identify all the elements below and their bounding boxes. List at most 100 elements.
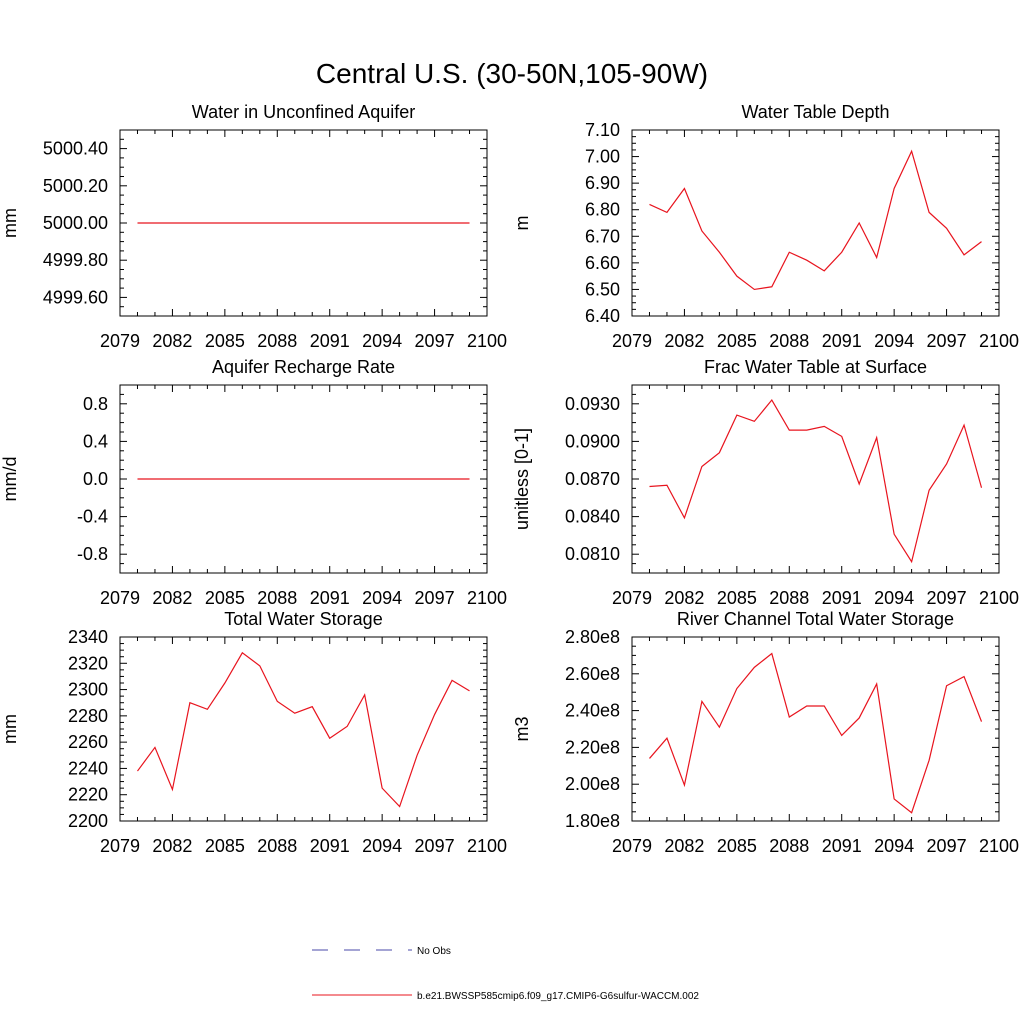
y-tick-label: 6.60 — [585, 253, 620, 273]
y-tick-label: 2340 — [68, 627, 108, 647]
x-tick-label: 2082 — [152, 836, 192, 856]
y-axis-label: mm — [0, 714, 20, 744]
plot-frame — [631, 636, 1000, 822]
y-tick-label: 0.0930 — [565, 394, 620, 414]
x-tick-label: 2082 — [152, 588, 192, 608]
x-tick-label: 2097 — [927, 836, 967, 856]
x-tick-label: 2100 — [979, 588, 1019, 608]
x-tick-label: 2094 — [874, 331, 914, 351]
x-tick-label: 2097 — [415, 588, 455, 608]
panel-1: Water in Unconfined Aquifer mm 2079 2082 208… — [0, 102, 507, 351]
x-tick-label: 2091 — [822, 588, 862, 608]
x-tick-label: 2100 — [467, 331, 507, 351]
x-tick-label: 2085 — [717, 331, 757, 351]
y-tick-label: -0.4 — [77, 507, 108, 527]
x-tick-label: 2088 — [257, 331, 297, 351]
y-tick-label: 5000.00 — [43, 213, 108, 233]
x-tick-label: 2079 — [612, 836, 652, 856]
panel-title: Water in Unconfined Aquifer — [192, 102, 415, 122]
x-tick-label: 2079 — [100, 836, 140, 856]
x-tick-label: 2094 — [362, 331, 402, 351]
x-tick-label: 2088 — [769, 588, 809, 608]
y-tick-label: 0.0810 — [565, 544, 620, 564]
x-tick-label: 2088 — [769, 836, 809, 856]
legend: No Obs b.e21.BWSSP585cmip6.f09_g17.CMIP6-… — [312, 946, 699, 1002]
series-line-1 — [649, 652, 983, 814]
panel-title: Water Table Depth — [741, 102, 889, 122]
x-tick-label: 2091 — [310, 331, 350, 351]
x-tick-label: 2079 — [612, 588, 652, 608]
y-tick-label: 2260 — [68, 732, 108, 752]
panel-title: Frac Water Table at Surface — [704, 357, 927, 377]
x-tick-label: 2094 — [362, 836, 402, 856]
x-tick-label: 2100 — [979, 836, 1019, 856]
panel-2: Water Table Depth m 2079 2082 2085 2088 2091 20… — [512, 102, 1019, 351]
x-tick-label: 2079 — [100, 331, 140, 351]
x-tick-label: 2094 — [362, 588, 402, 608]
legend-label-model: b.e21.BWSSP585cmip6.f09_g17.CMIP6-G6sulf… — [417, 991, 699, 1002]
y-axis-label: m3 — [512, 716, 532, 741]
y-tick-label: 2.40e8 — [565, 701, 620, 721]
x-tick-label: 2094 — [874, 588, 914, 608]
y-tick-label: 2300 — [68, 680, 108, 700]
y-tick-label: 2200 — [68, 811, 108, 831]
x-tick-label: 2079 — [612, 331, 652, 351]
y-tick-label: 2280 — [68, 706, 108, 726]
y-tick-label: 6.90 — [585, 173, 620, 193]
y-tick-label: 4999.80 — [43, 250, 108, 270]
plot-frame — [631, 384, 1000, 574]
y-tick-label: 0.0 — [83, 469, 108, 489]
x-tick-label: 2085 — [205, 331, 245, 351]
y-tick-label: 7.10 — [585, 120, 620, 140]
x-tick-label: 2097 — [927, 588, 967, 608]
x-tick-label: 2082 — [664, 836, 704, 856]
y-axis-label: mm — [0, 208, 20, 238]
x-tick-label: 2091 — [822, 331, 862, 351]
x-tick-label: 2088 — [769, 331, 809, 351]
y-tick-label: 2320 — [68, 653, 108, 673]
panel-title: Aquifer Recharge Rate — [212, 357, 395, 377]
x-tick-label: 2082 — [664, 588, 704, 608]
panel-4: Frac Water Table at Surface unitless [0-1… — [512, 357, 1019, 608]
x-tick-label: 2091 — [822, 836, 862, 856]
panel-title: Total Water Storage — [224, 609, 382, 629]
x-tick-label: 2085 — [205, 588, 245, 608]
y-tick-label: 2240 — [68, 758, 108, 778]
panel-5: Total Water Storage mm 2079 2082 2085 2088 209… — [0, 609, 507, 856]
x-tick-label: 2088 — [257, 836, 297, 856]
x-tick-label: 2097 — [415, 331, 455, 351]
panel-6: River Channel Total Water Storage m3 2079 2… — [512, 609, 1019, 856]
y-axis-label: mm/d — [0, 457, 20, 502]
y-tick-label: 2.20e8 — [565, 737, 620, 757]
x-tick-label: 2085 — [205, 836, 245, 856]
y-tick-label: 2.60e8 — [565, 664, 620, 684]
x-tick-label: 2082 — [664, 331, 704, 351]
y-tick-label: 4999.60 — [43, 287, 108, 307]
x-tick-label: 2100 — [979, 331, 1019, 351]
x-tick-label: 2079 — [100, 588, 140, 608]
y-tick-label: 6.80 — [585, 200, 620, 220]
y-tick-label: 2.80e8 — [565, 627, 620, 647]
series-line-1 — [649, 149, 982, 291]
x-tick-label: 2088 — [257, 588, 297, 608]
legend-label-no-obs: No Obs — [417, 946, 451, 957]
y-tick-label: 6.70 — [585, 226, 620, 246]
y-tick-label: 5000.40 — [43, 139, 108, 159]
panel-3: Aquifer Recharge Rate mm/d 2079 2082 2085 208… — [0, 357, 507, 608]
x-tick-label: 2097 — [927, 331, 967, 351]
y-tick-label: 6.40 — [585, 306, 620, 326]
y-tick-label: -0.8 — [77, 544, 108, 564]
x-tick-label: 2100 — [467, 836, 507, 856]
plot-frame — [631, 129, 1000, 317]
y-axis-label: m — [512, 216, 532, 231]
y-tick-label: 0.4 — [83, 431, 108, 451]
plot-frame — [119, 636, 488, 822]
y-tick-label: 0.0870 — [565, 469, 620, 489]
y-tick-label: 6.50 — [585, 279, 620, 299]
figure-title: Central U.S. (30-50N,105-90W) — [316, 58, 708, 89]
x-tick-label: 2085 — [717, 588, 757, 608]
x-tick-label: 2082 — [152, 331, 192, 351]
y-axis-label: unitless [0-1] — [512, 428, 532, 530]
panels: Water in Unconfined Aquifer mm 2079 2082 208… — [0, 102, 1019, 856]
